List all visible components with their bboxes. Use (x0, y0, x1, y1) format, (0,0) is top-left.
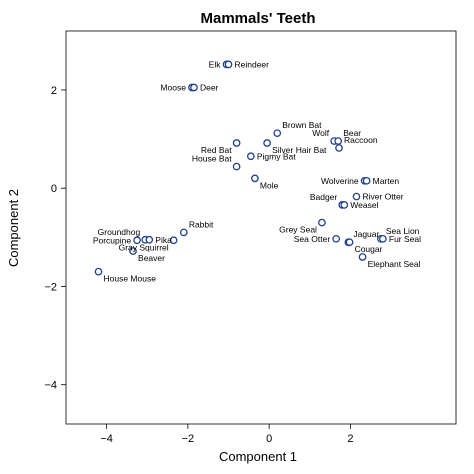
point-label: Fur Seal (389, 234, 421, 244)
point-label: Cougar (355, 244, 383, 254)
data-point (334, 137, 343, 145)
point-label: Groundhog (98, 227, 141, 237)
data-point (352, 192, 361, 201)
data-point (94, 267, 103, 276)
plot-area (65, 30, 457, 425)
point-label: Rabbit (189, 219, 214, 229)
data-point (362, 176, 371, 185)
data-point (345, 238, 354, 247)
data-point (129, 247, 137, 255)
data-point (318, 218, 326, 227)
y-axis: −4 −2 0 2 (44, 85, 66, 392)
point-label: Sea Lion (386, 226, 420, 236)
point-label: Bear (343, 128, 361, 138)
point-label: Grey Seal (279, 225, 317, 235)
point-label: Elephant Seal (368, 259, 421, 269)
data-point (332, 234, 341, 243)
point-label: Badger (310, 192, 338, 202)
data-point (379, 234, 387, 243)
x-tick-label: 0 (266, 433, 272, 445)
point-label: Porcupine (93, 235, 132, 245)
point-label: Brown Bat (282, 120, 322, 130)
point-label: Deer (200, 82, 219, 92)
x-tick-label: −4 (100, 433, 113, 445)
point-label: Moose (160, 82, 186, 92)
y-tick-label: 2 (51, 85, 57, 97)
y-tick-label: −4 (44, 380, 57, 392)
y-tick-label: −2 (44, 281, 57, 293)
point-label: Gray Squirrel (119, 242, 169, 252)
x-tick-label: 2 (347, 433, 353, 445)
point-label: Silver Hair Bat (272, 145, 327, 155)
data-point (340, 201, 349, 209)
x-axis: −4 −2 0 2 (100, 424, 353, 445)
data-point (358, 253, 367, 261)
point-label: Marten (373, 176, 400, 186)
data-point (224, 60, 233, 69)
point-label: Reindeer (235, 59, 270, 69)
point-label: Pigmy Bat (257, 151, 296, 161)
data-points (94, 60, 387, 276)
point-label: Sea Otter (294, 234, 331, 244)
point-label: River Otter (362, 192, 403, 202)
point-label: Wolverine (321, 176, 359, 186)
data-point (190, 83, 198, 92)
data-point (169, 236, 178, 245)
point-label: Weasel (350, 200, 378, 210)
y-tick-label: 0 (51, 183, 57, 195)
data-point (246, 152, 255, 161)
chart-title: Mammals' Teeth (201, 10, 316, 27)
data-point (251, 174, 259, 183)
data-point (133, 236, 141, 245)
point-label: Pika (155, 235, 172, 245)
data-point (232, 162, 241, 171)
point-label: House Bat (192, 154, 232, 164)
data-point (263, 139, 271, 147)
data-point (273, 129, 282, 138)
point-label: Elk (209, 59, 222, 69)
point-label: Jaguar (353, 229, 379, 239)
x-axis-label: Component 1 (219, 449, 297, 464)
data-point (232, 139, 241, 147)
data-point (335, 144, 343, 152)
x-tick-label: −2 (182, 433, 195, 445)
point-label: Beaver (138, 253, 165, 263)
y-axis-label: Component 2 (6, 189, 21, 267)
point-label: House Mouse (104, 274, 157, 284)
point-label: Red Bat (201, 145, 232, 155)
data-point (179, 228, 188, 237)
point-label: Raccoon (344, 135, 378, 145)
point-label: Wolf (312, 128, 329, 138)
data-point (145, 235, 154, 244)
point-label: Mole (260, 180, 279, 190)
